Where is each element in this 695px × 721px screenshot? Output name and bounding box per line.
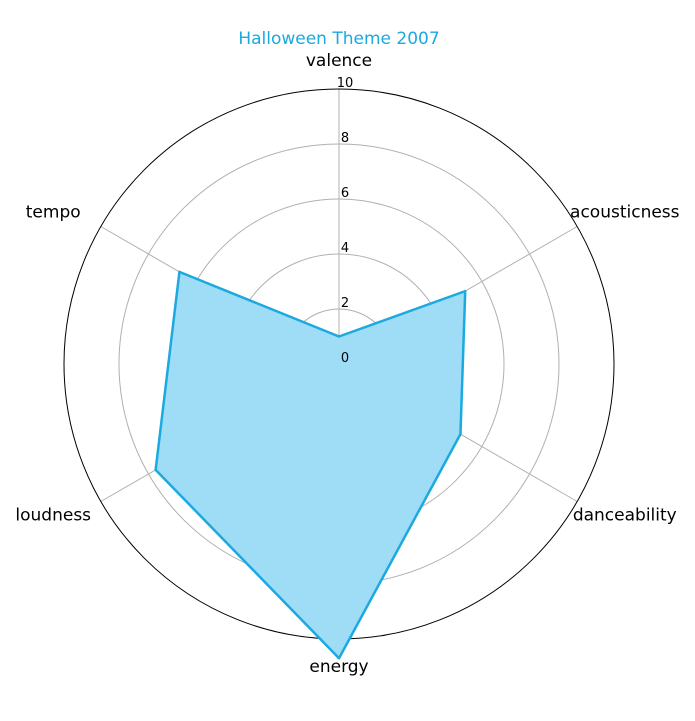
axis-label-danceability: danceability bbox=[573, 506, 677, 526]
axis-label-energy: energy bbox=[309, 657, 368, 677]
data-point-valence bbox=[337, 335, 341, 338]
tick-label-8: 8 bbox=[341, 131, 349, 146]
axis-label-loudness: loudness bbox=[15, 506, 91, 526]
series-polygon-0 bbox=[154, 270, 467, 660]
data-point-loudness bbox=[154, 468, 157, 472]
data-point-energy bbox=[337, 657, 341, 660]
tick-label-4: 4 bbox=[341, 241, 349, 256]
axis-label-valence: valence bbox=[306, 51, 372, 71]
data-point-danceability bbox=[459, 432, 462, 436]
tick-label-2: 2 bbox=[341, 296, 349, 311]
data-point-tempo bbox=[178, 270, 181, 274]
data-point-acousticness bbox=[464, 289, 467, 293]
tick-label-0: 0 bbox=[341, 351, 349, 366]
chart-title: Halloween Theme 2007 bbox=[238, 29, 439, 49]
axis-label-acousticness: acousticness bbox=[570, 203, 680, 223]
radar-tick-labels: 0 2 4 6 8 10 bbox=[337, 76, 354, 366]
radar-axis-labels: valence acousticness danceability energy lou… bbox=[15, 51, 679, 677]
tick-label-6: 6 bbox=[341, 186, 349, 201]
radar-series bbox=[154, 270, 467, 660]
axis-label-tempo: tempo bbox=[26, 203, 81, 223]
tick-label-10: 10 bbox=[337, 76, 354, 91]
